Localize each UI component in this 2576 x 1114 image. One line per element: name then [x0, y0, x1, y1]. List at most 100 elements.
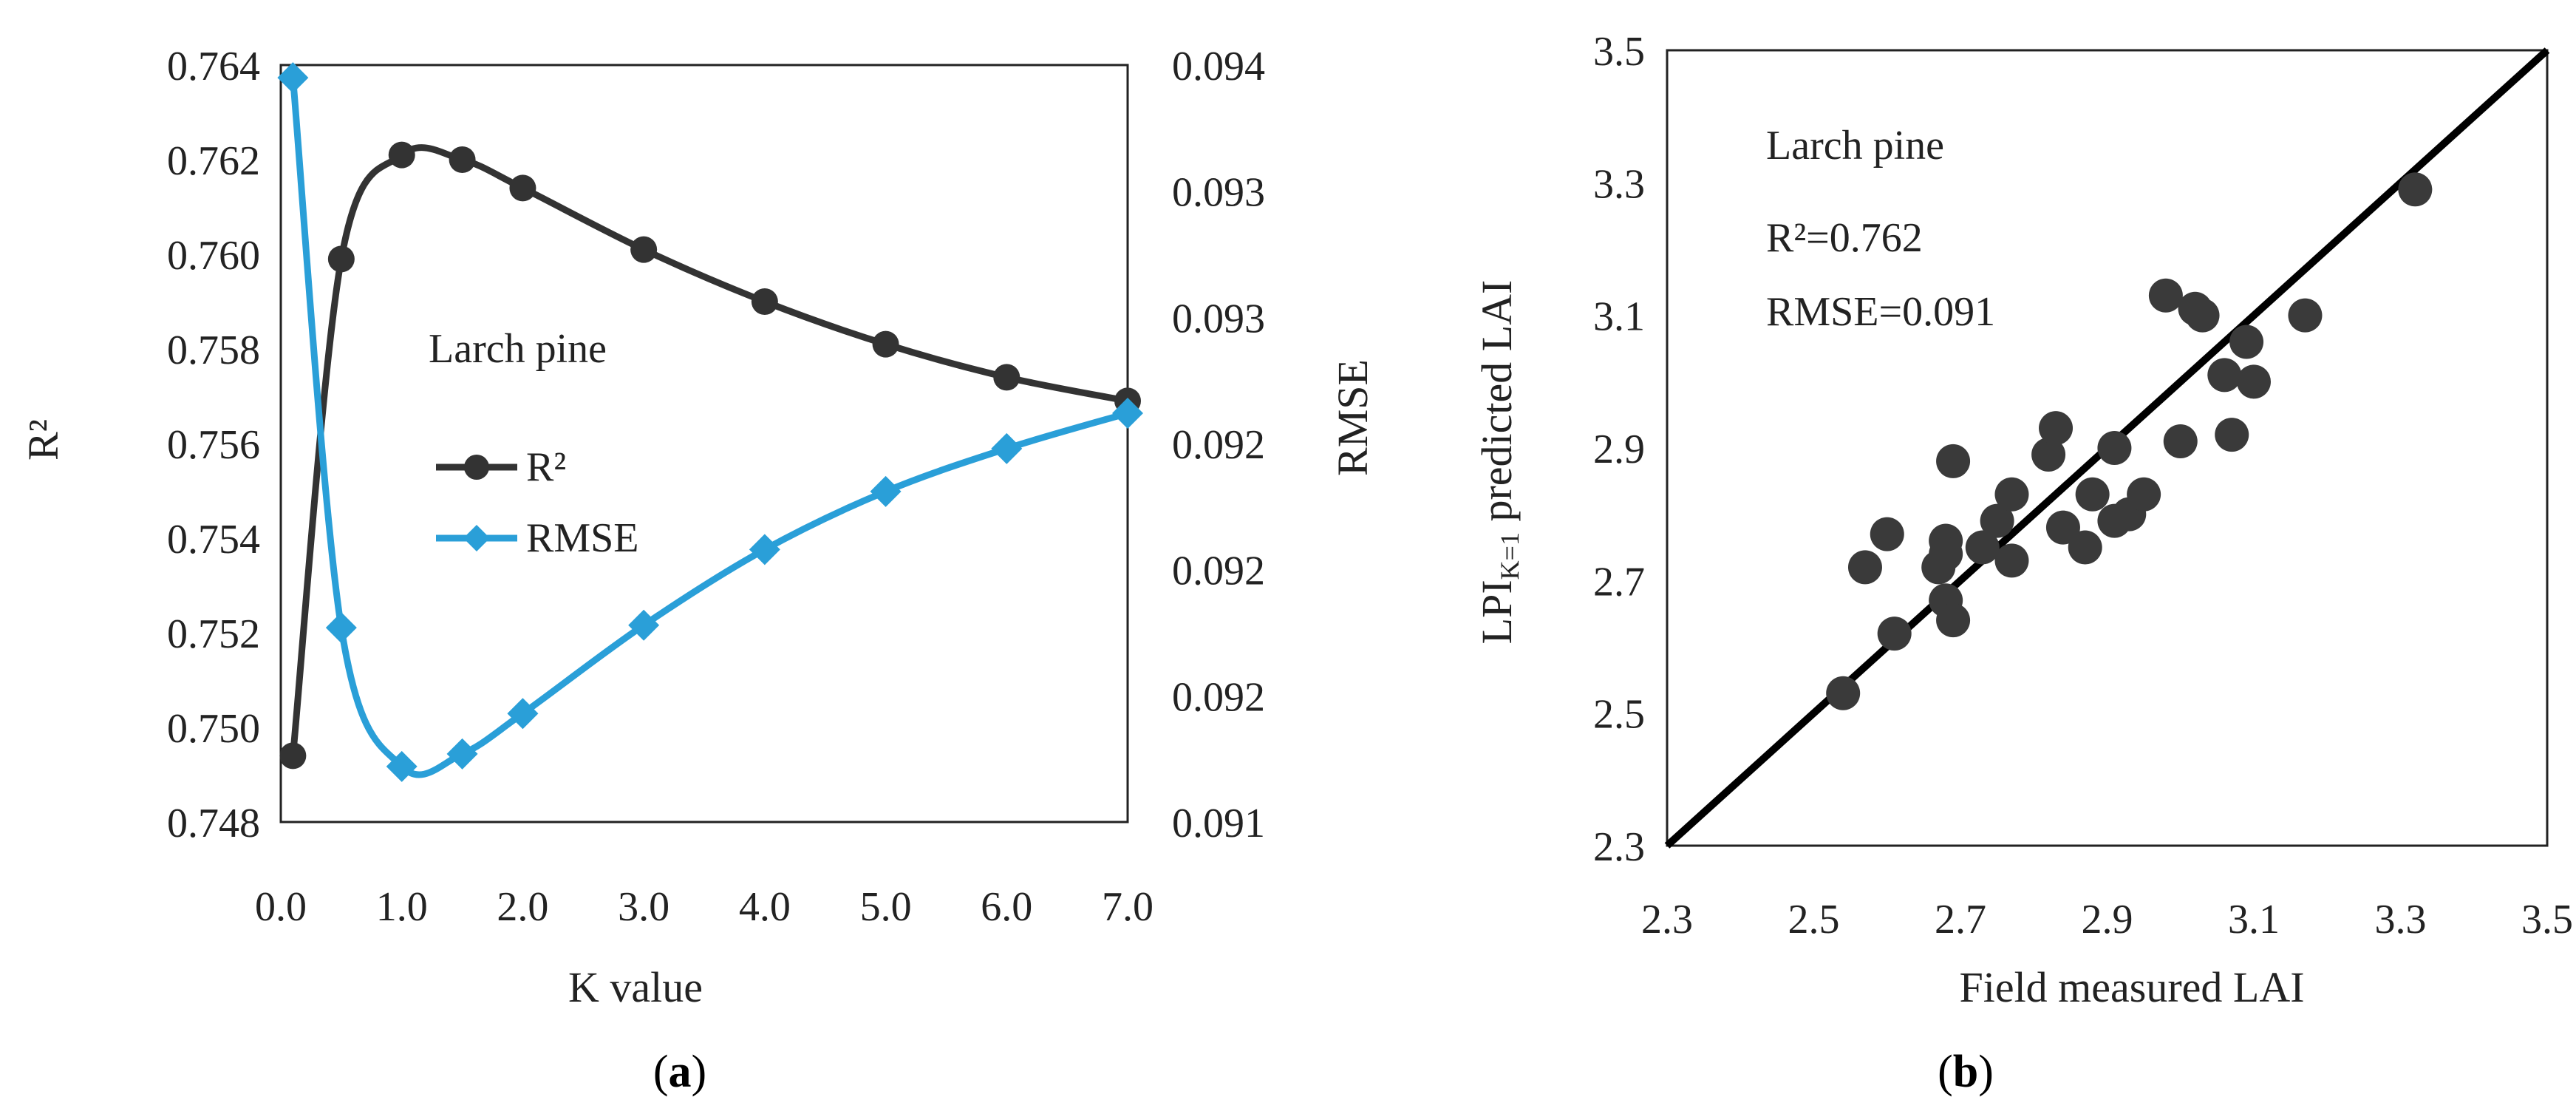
scatter-point: [1994, 543, 2029, 578]
panel-a-left-y-ticks: 0.748 0.750 0.752 0.754 0.756 0.758 0.760 0.762…: [167, 44, 260, 846]
y-tick-label: 2.9: [1593, 427, 1645, 472]
scatter-point: [2229, 325, 2264, 359]
scatter-point: [2148, 278, 2183, 313]
scatter-point: [1847, 550, 1882, 585]
panel-b-annotation-r2: R²=0.762: [1766, 215, 1923, 261]
y-right-tick-label: 0.093: [1172, 296, 1265, 342]
y-right-tick-label: 0.094: [1172, 44, 1265, 89]
scatter-point: [1980, 503, 2014, 538]
panel-b-points: [1826, 172, 2433, 710]
series-rmse-point: [749, 534, 780, 566]
x-tick-label: 3.1: [2228, 897, 2280, 943]
x-tick-label: 2.5: [1788, 897, 1840, 943]
scatter-point: [1994, 477, 2029, 512]
y-right-tick-label: 0.093: [1172, 170, 1265, 216]
panel-b-scatter-chart: 2.3 2.5 2.7 2.9 3.1 3.3 3.5 2.3 2.5 2.7 2.9 3.1 3.3…: [1473, 29, 2573, 1097]
y-right-tick-label: 0.091: [1172, 801, 1265, 846]
scatter-point: [1870, 517, 1904, 551]
y-tick-label: 2.5: [1593, 692, 1645, 738]
series-r2-point: [449, 146, 476, 173]
panel-a-left-y-axis-title: R²: [19, 419, 67, 461]
panel-b-label: (b): [1938, 1047, 1994, 1097]
scatter-point: [2237, 364, 2271, 399]
series-rmse-point: [1112, 398, 1143, 429]
y-left-tick-label: 0.752: [167, 611, 260, 657]
series-rmse-point: [870, 475, 902, 507]
scatter-point: [1936, 444, 1971, 478]
scatter-point: [1929, 537, 1963, 571]
series-rmse-line: [289, 77, 1129, 778]
x-tick-label: 3.5: [2521, 897, 2573, 943]
scatter-point: [2039, 411, 2074, 446]
scatter-point: [2045, 510, 2080, 545]
series-rmse-point: [386, 750, 418, 782]
panel-a-right-y-axis-title: RMSE: [1329, 359, 1377, 476]
y-right-tick-label: 0.092: [1172, 674, 1265, 720]
panel-a-plot-frame: [279, 64, 1129, 823]
legend-r2-label: R²: [526, 444, 566, 490]
panel-b-plot-frame: [1666, 49, 2549, 847]
series-rmse-point: [628, 609, 660, 641]
scatter-point: [2207, 358, 2242, 393]
panel-a-axes: [279, 64, 1129, 823]
legend-rmse-label: RMSE: [526, 515, 639, 561]
panel-b-annotation-title: Larch pine: [1766, 123, 1944, 169]
x-tick-label: 5.0: [860, 884, 912, 930]
series-rmse-point: [507, 698, 539, 730]
series-r2-point: [279, 742, 307, 770]
x-tick-label: 4.0: [739, 884, 791, 930]
x-tick-label: 3.3: [2375, 897, 2427, 943]
x-tick-label: 2.3: [1641, 897, 1693, 943]
y-left-tick-label: 0.760: [167, 233, 260, 279]
y-left-tick-label: 0.754: [167, 517, 260, 563]
y-left-tick-label: 0.750: [167, 706, 260, 752]
series-r2-line: [289, 144, 1128, 756]
scatter-point: [2163, 424, 2198, 459]
y-right-tick-label: 0.092: [1172, 548, 1265, 594]
y-left-tick-label: 0.762: [167, 138, 260, 184]
scatter-point: [2215, 418, 2249, 452]
series-r2-point: [993, 364, 1020, 391]
panel-b-y-axis-title: LPIK=1 predicted LAI: [1473, 280, 1524, 645]
scatter-point: [2185, 298, 2220, 333]
y-right-tick-label: 0.092: [1172, 422, 1265, 468]
series-r2-point: [388, 141, 415, 169]
panel-a-series: [277, 62, 1143, 782]
y-left-tick-label: 0.758: [167, 327, 260, 373]
panel-b-axes: [1666, 49, 2549, 847]
scatter-point: [2127, 477, 2161, 512]
scatter-point: [1826, 676, 1861, 710]
panel-b-x-ticks: 2.3 2.5 2.7 2.9 3.1 3.3 3.5: [1641, 897, 2573, 943]
panel-a-label: (a): [653, 1047, 706, 1097]
panel-a-line-chart: 0.0 1.0 2.0 3.0 4.0 5.0 6.0 7.0 0.748 0.750 0.752…: [19, 44, 1377, 1097]
scatter-point: [2398, 172, 2433, 207]
x-tick-label: 0.0: [255, 884, 307, 930]
y-tick-label: 3.5: [1593, 29, 1645, 75]
y-tick-label: 2.3: [1593, 824, 1645, 870]
x-tick-label: 7.0: [1102, 884, 1154, 930]
panel-a-x-ticks: 0.0 1.0 2.0 3.0 4.0 5.0 6.0 7.0: [255, 884, 1154, 930]
y-tick-label: 3.1: [1593, 294, 1645, 340]
scatter-point: [2068, 530, 2102, 565]
scatter-point: [2097, 431, 2132, 465]
x-tick-label: 2.7: [1935, 897, 1986, 943]
legend-rmse-marker: [463, 525, 490, 551]
y-left-tick-label: 0.748: [167, 801, 260, 846]
scatter-point: [1965, 530, 2000, 565]
series-rmse-point: [446, 738, 478, 770]
panel-a-x-axis-title: K value: [568, 963, 703, 1011]
y-left-tick-label: 0.764: [167, 44, 260, 89]
panel-b-x-axis-title: Field measured LAI: [1959, 963, 2304, 1011]
panel-b-y-ticks: 2.3 2.5 2.7 2.9 3.1 3.3 3.5: [1593, 29, 1645, 870]
series-r2-point: [630, 236, 658, 263]
x-tick-label: 3.0: [618, 884, 669, 930]
y-tick-label: 2.7: [1593, 559, 1645, 605]
series-r2-point: [327, 245, 355, 273]
panel-a-annotation: Larch pine: [429, 326, 607, 372]
series-r2-point: [509, 174, 536, 202]
series-rmse-point: [277, 62, 309, 94]
x-tick-label: 6.0: [981, 884, 1032, 930]
scatter-point: [2075, 477, 2110, 512]
